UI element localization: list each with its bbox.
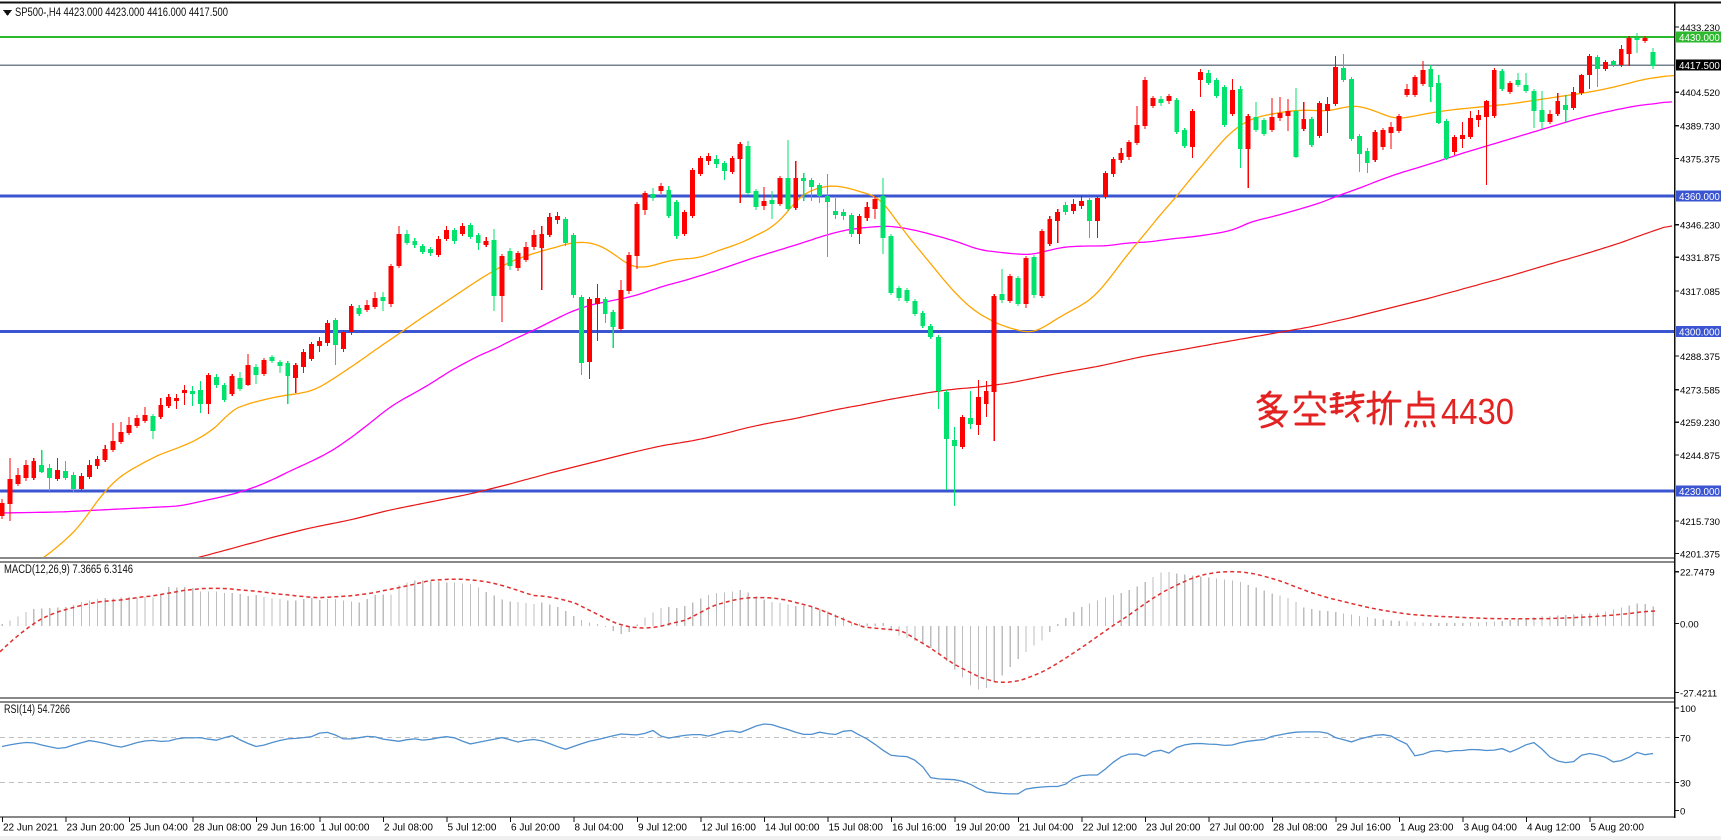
svg-text:70: 70 — [1680, 733, 1691, 744]
svg-text:28 Jul 08:00: 28 Jul 08:00 — [1273, 823, 1328, 834]
svg-text:4215.730: 4215.730 — [1680, 517, 1720, 528]
svg-text:4375.375: 4375.375 — [1680, 154, 1720, 165]
svg-text:14 Jul 00:00: 14 Jul 00:00 — [765, 823, 820, 834]
svg-text:8 Jul 04:00: 8 Jul 04:00 — [575, 823, 624, 834]
svg-text:SP500-,H4 4423.000 4423.000 4: SP500-,H4 4423.000 4423.000 4416.000 441… — [15, 5, 228, 19]
svg-text:22.7479: 22.7479 — [1680, 568, 1715, 579]
svg-text:4346.230: 4346.230 — [1680, 221, 1720, 232]
svg-text:4433.230: 4433.230 — [1680, 23, 1720, 34]
svg-text:4404.520: 4404.520 — [1680, 88, 1720, 99]
svg-text:4317.085: 4317.085 — [1680, 287, 1720, 298]
svg-text:100: 100 — [1680, 704, 1696, 715]
svg-text:22 Jun 2021: 22 Jun 2021 — [3, 823, 58, 834]
svg-text:19 Jul 20:00: 19 Jul 20:00 — [956, 823, 1011, 834]
svg-text:4244.875: 4244.875 — [1680, 451, 1720, 462]
svg-text:29 Jun 16:00: 29 Jun 16:00 — [257, 823, 315, 834]
svg-text:21 Jul 04:00: 21 Jul 04:00 — [1019, 823, 1074, 834]
svg-text:25 Jun 04:00: 25 Jun 04:00 — [130, 823, 188, 834]
svg-text:27 Jul 00:00: 27 Jul 00:00 — [1210, 823, 1265, 834]
svg-text:4417.500: 4417.500 — [1679, 61, 1720, 72]
svg-text:1 Aug 23:00: 1 Aug 23:00 — [1400, 823, 1454, 834]
svg-text:23 Jul 20:00: 23 Jul 20:00 — [1146, 823, 1201, 834]
svg-text:4360.000: 4360.000 — [1679, 192, 1720, 203]
svg-text:4389.730: 4389.730 — [1680, 122, 1720, 133]
svg-text:4259.230: 4259.230 — [1680, 418, 1720, 429]
svg-text:4300.000: 4300.000 — [1679, 327, 1720, 338]
svg-text:4273.585: 4273.585 — [1680, 386, 1720, 397]
svg-text:4331.875: 4331.875 — [1680, 253, 1720, 264]
svg-text:MACD(12,26,9) 7.3665 6.3146: MACD(12,26,9) 7.3665 6.3146 — [4, 564, 133, 576]
svg-text:4430.000: 4430.000 — [1679, 33, 1720, 44]
svg-text:29 Jul 16:00: 29 Jul 16:00 — [1337, 823, 1392, 834]
svg-text:3 Aug 04:00: 3 Aug 04:00 — [1464, 823, 1518, 834]
svg-text:4 Aug 12:00: 4 Aug 12:00 — [1527, 823, 1581, 834]
svg-text:4201.375: 4201.375 — [1680, 550, 1720, 561]
svg-text:16 Jul 16:00: 16 Jul 16:00 — [892, 823, 947, 834]
svg-text:23 Jun 20:00: 23 Jun 20:00 — [67, 823, 125, 834]
svg-text:1 Jul 00:00: 1 Jul 00:00 — [321, 823, 370, 834]
svg-text:12 Jul 16:00: 12 Jul 16:00 — [702, 823, 757, 834]
svg-text:4288.375: 4288.375 — [1680, 352, 1720, 363]
svg-text:RSI(14) 54.7266: RSI(14) 54.7266 — [4, 704, 70, 716]
svg-text:5 Jul 12:00: 5 Jul 12:00 — [448, 823, 497, 834]
svg-text:9 Jul 12:00: 9 Jul 12:00 — [638, 823, 687, 834]
svg-text:0: 0 — [1680, 806, 1685, 817]
svg-text:4230.000: 4230.000 — [1679, 487, 1720, 498]
svg-text:5 Aug 20:00: 5 Aug 20:00 — [1591, 823, 1645, 834]
svg-text:6 Jul 20:00: 6 Jul 20:00 — [511, 823, 560, 834]
svg-text:-27.4211: -27.4211 — [1680, 689, 1717, 700]
svg-text:4430: 4430 — [1441, 391, 1514, 432]
svg-text:30: 30 — [1680, 778, 1691, 789]
svg-text:15 Jul 08:00: 15 Jul 08:00 — [829, 823, 884, 834]
svg-text:28 Jun 08:00: 28 Jun 08:00 — [194, 823, 252, 834]
svg-text:2 Jul 08:00: 2 Jul 08:00 — [384, 823, 433, 834]
svg-text:22 Jul 12:00: 22 Jul 12:00 — [1083, 823, 1138, 834]
svg-text:0.00: 0.00 — [1680, 620, 1699, 631]
